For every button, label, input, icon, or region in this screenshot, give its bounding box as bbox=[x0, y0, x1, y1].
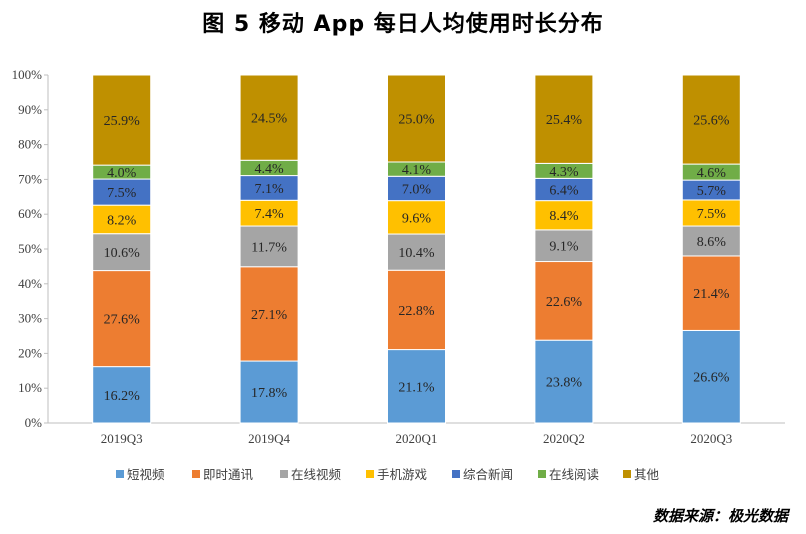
x-tick-label: 2020Q1 bbox=[396, 431, 438, 446]
x-tick-label: 2019Q3 bbox=[101, 431, 143, 446]
data-label: 22.8% bbox=[398, 304, 435, 319]
legend-label: 其他 bbox=[634, 467, 660, 482]
legend-swatch bbox=[280, 470, 288, 478]
y-tick-label: 70% bbox=[18, 171, 42, 186]
bar-segment bbox=[92, 178, 152, 206]
data-label: 7.4% bbox=[255, 207, 285, 222]
data-label: 10.4% bbox=[398, 246, 435, 261]
bar-segment bbox=[387, 74, 446, 163]
bar-segment bbox=[92, 233, 152, 272]
bar-segment bbox=[239, 360, 299, 424]
bar-segment bbox=[239, 74, 299, 161]
bar-segment bbox=[534, 200, 594, 231]
x-tick-label: 2019Q4 bbox=[248, 431, 290, 446]
bar-segment bbox=[387, 349, 446, 424]
bar-segment bbox=[239, 266, 299, 362]
legend-swatch bbox=[116, 470, 124, 478]
bar-segment bbox=[387, 269, 446, 351]
legend-swatch bbox=[623, 470, 631, 478]
y-tick-label: 40% bbox=[18, 276, 42, 291]
legend-label: 综合新闻 bbox=[463, 467, 513, 482]
data-label: 21.4% bbox=[693, 287, 730, 302]
data-label: 4.3% bbox=[549, 165, 579, 180]
data-label: 25.9% bbox=[104, 114, 141, 129]
legend-label: 手机游戏 bbox=[377, 467, 427, 482]
bar-segment bbox=[681, 74, 741, 165]
data-label: 6.4% bbox=[549, 183, 579, 198]
legend-label: 短视频 bbox=[127, 467, 165, 482]
data-label: 17.8% bbox=[251, 386, 288, 401]
bar-segment bbox=[534, 339, 594, 424]
legend-label: 在线阅读 bbox=[549, 467, 599, 482]
bar-segment bbox=[387, 233, 446, 271]
legend-label: 即时通讯 bbox=[203, 467, 254, 482]
data-label: 21.1% bbox=[398, 380, 435, 395]
bar-segment bbox=[239, 199, 299, 227]
y-tick-label: 10% bbox=[18, 380, 42, 395]
y-tick-label: 50% bbox=[18, 241, 42, 256]
data-label: 9.1% bbox=[549, 240, 579, 255]
legend-label: 在线视频 bbox=[291, 467, 342, 482]
bar-segment bbox=[92, 204, 152, 235]
data-label: 27.6% bbox=[104, 313, 141, 328]
data-label: 7.1% bbox=[255, 182, 285, 197]
data-label: 25.0% bbox=[398, 113, 435, 128]
bar-segment bbox=[534, 261, 594, 341]
data-label: 9.6% bbox=[402, 211, 432, 226]
y-tick-label: 20% bbox=[18, 345, 42, 360]
legend-swatch bbox=[538, 470, 546, 478]
bar-segment bbox=[681, 329, 741, 424]
chart-title: 图 5 移动 App 每日人均使用时长分布 bbox=[202, 12, 604, 37]
data-label: 10.6% bbox=[104, 246, 141, 261]
y-tick-label: 0% bbox=[25, 415, 43, 430]
data-label: 7.5% bbox=[697, 207, 727, 222]
x-tick-label: 2020Q3 bbox=[690, 431, 732, 446]
data-label: 22.6% bbox=[546, 295, 583, 310]
source-note: 数据来源：极光数据 bbox=[652, 507, 788, 525]
data-label: 23.8% bbox=[546, 376, 583, 391]
data-label: 4.6% bbox=[697, 166, 727, 181]
bar-segment bbox=[92, 270, 152, 368]
data-label: 25.6% bbox=[693, 114, 730, 129]
data-label: 7.0% bbox=[402, 182, 432, 197]
data-label: 4.0% bbox=[107, 166, 137, 181]
legend-swatch bbox=[452, 470, 460, 478]
data-label: 4.4% bbox=[255, 162, 285, 177]
data-label: 25.4% bbox=[546, 113, 583, 128]
data-label: 11.7% bbox=[251, 240, 287, 255]
bar-segment bbox=[92, 74, 152, 166]
y-tick-label: 90% bbox=[18, 102, 42, 117]
bar-segment bbox=[387, 200, 446, 235]
data-label: 4.1% bbox=[402, 163, 432, 178]
data-label: 5.7% bbox=[697, 184, 727, 199]
bar-segment bbox=[239, 175, 299, 201]
bar-segment bbox=[534, 74, 594, 164]
bar-segment bbox=[681, 199, 741, 227]
data-label: 8.6% bbox=[697, 235, 727, 250]
data-label: 27.1% bbox=[251, 308, 288, 323]
legend-swatch bbox=[192, 470, 200, 478]
bar-segment bbox=[534, 229, 594, 263]
bar-segment bbox=[681, 255, 741, 331]
y-tick-label: 80% bbox=[18, 137, 42, 152]
y-tick-label: 60% bbox=[18, 206, 42, 221]
data-label: 8.2% bbox=[107, 213, 137, 228]
bar-segment bbox=[387, 175, 446, 202]
bar-segment bbox=[92, 366, 152, 424]
data-label: 26.6% bbox=[693, 371, 730, 386]
legend-swatch bbox=[366, 470, 374, 478]
y-tick-label: 100% bbox=[12, 67, 43, 82]
data-label: 7.5% bbox=[107, 186, 137, 201]
data-label: 24.5% bbox=[251, 112, 288, 127]
data-label: 8.4% bbox=[549, 209, 579, 224]
bar-segment bbox=[681, 225, 741, 257]
y-tick-label: 30% bbox=[18, 311, 42, 326]
x-tick-label: 2020Q2 bbox=[543, 431, 585, 446]
data-label: 16.2% bbox=[104, 389, 141, 404]
